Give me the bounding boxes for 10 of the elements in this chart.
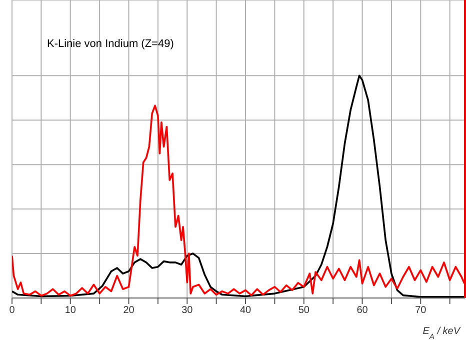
x-tick-label: 40 — [240, 305, 252, 316]
x-tick-label: 50 — [298, 305, 310, 316]
x-tick-label: 70 — [415, 305, 427, 316]
x-axis-title: E$_{A}$ / keV — [422, 326, 462, 340]
x-tick-label: 60 — [356, 305, 368, 316]
text: K-Linie von Indium (Z=49) — [47, 38, 174, 50]
x-tick-label: 30 — [182, 305, 194, 316]
x-tick-label: 20 — [123, 305, 135, 316]
x-tick-label: 10 — [64, 305, 76, 316]
x-tick-label: 0 — [9, 305, 16, 316]
